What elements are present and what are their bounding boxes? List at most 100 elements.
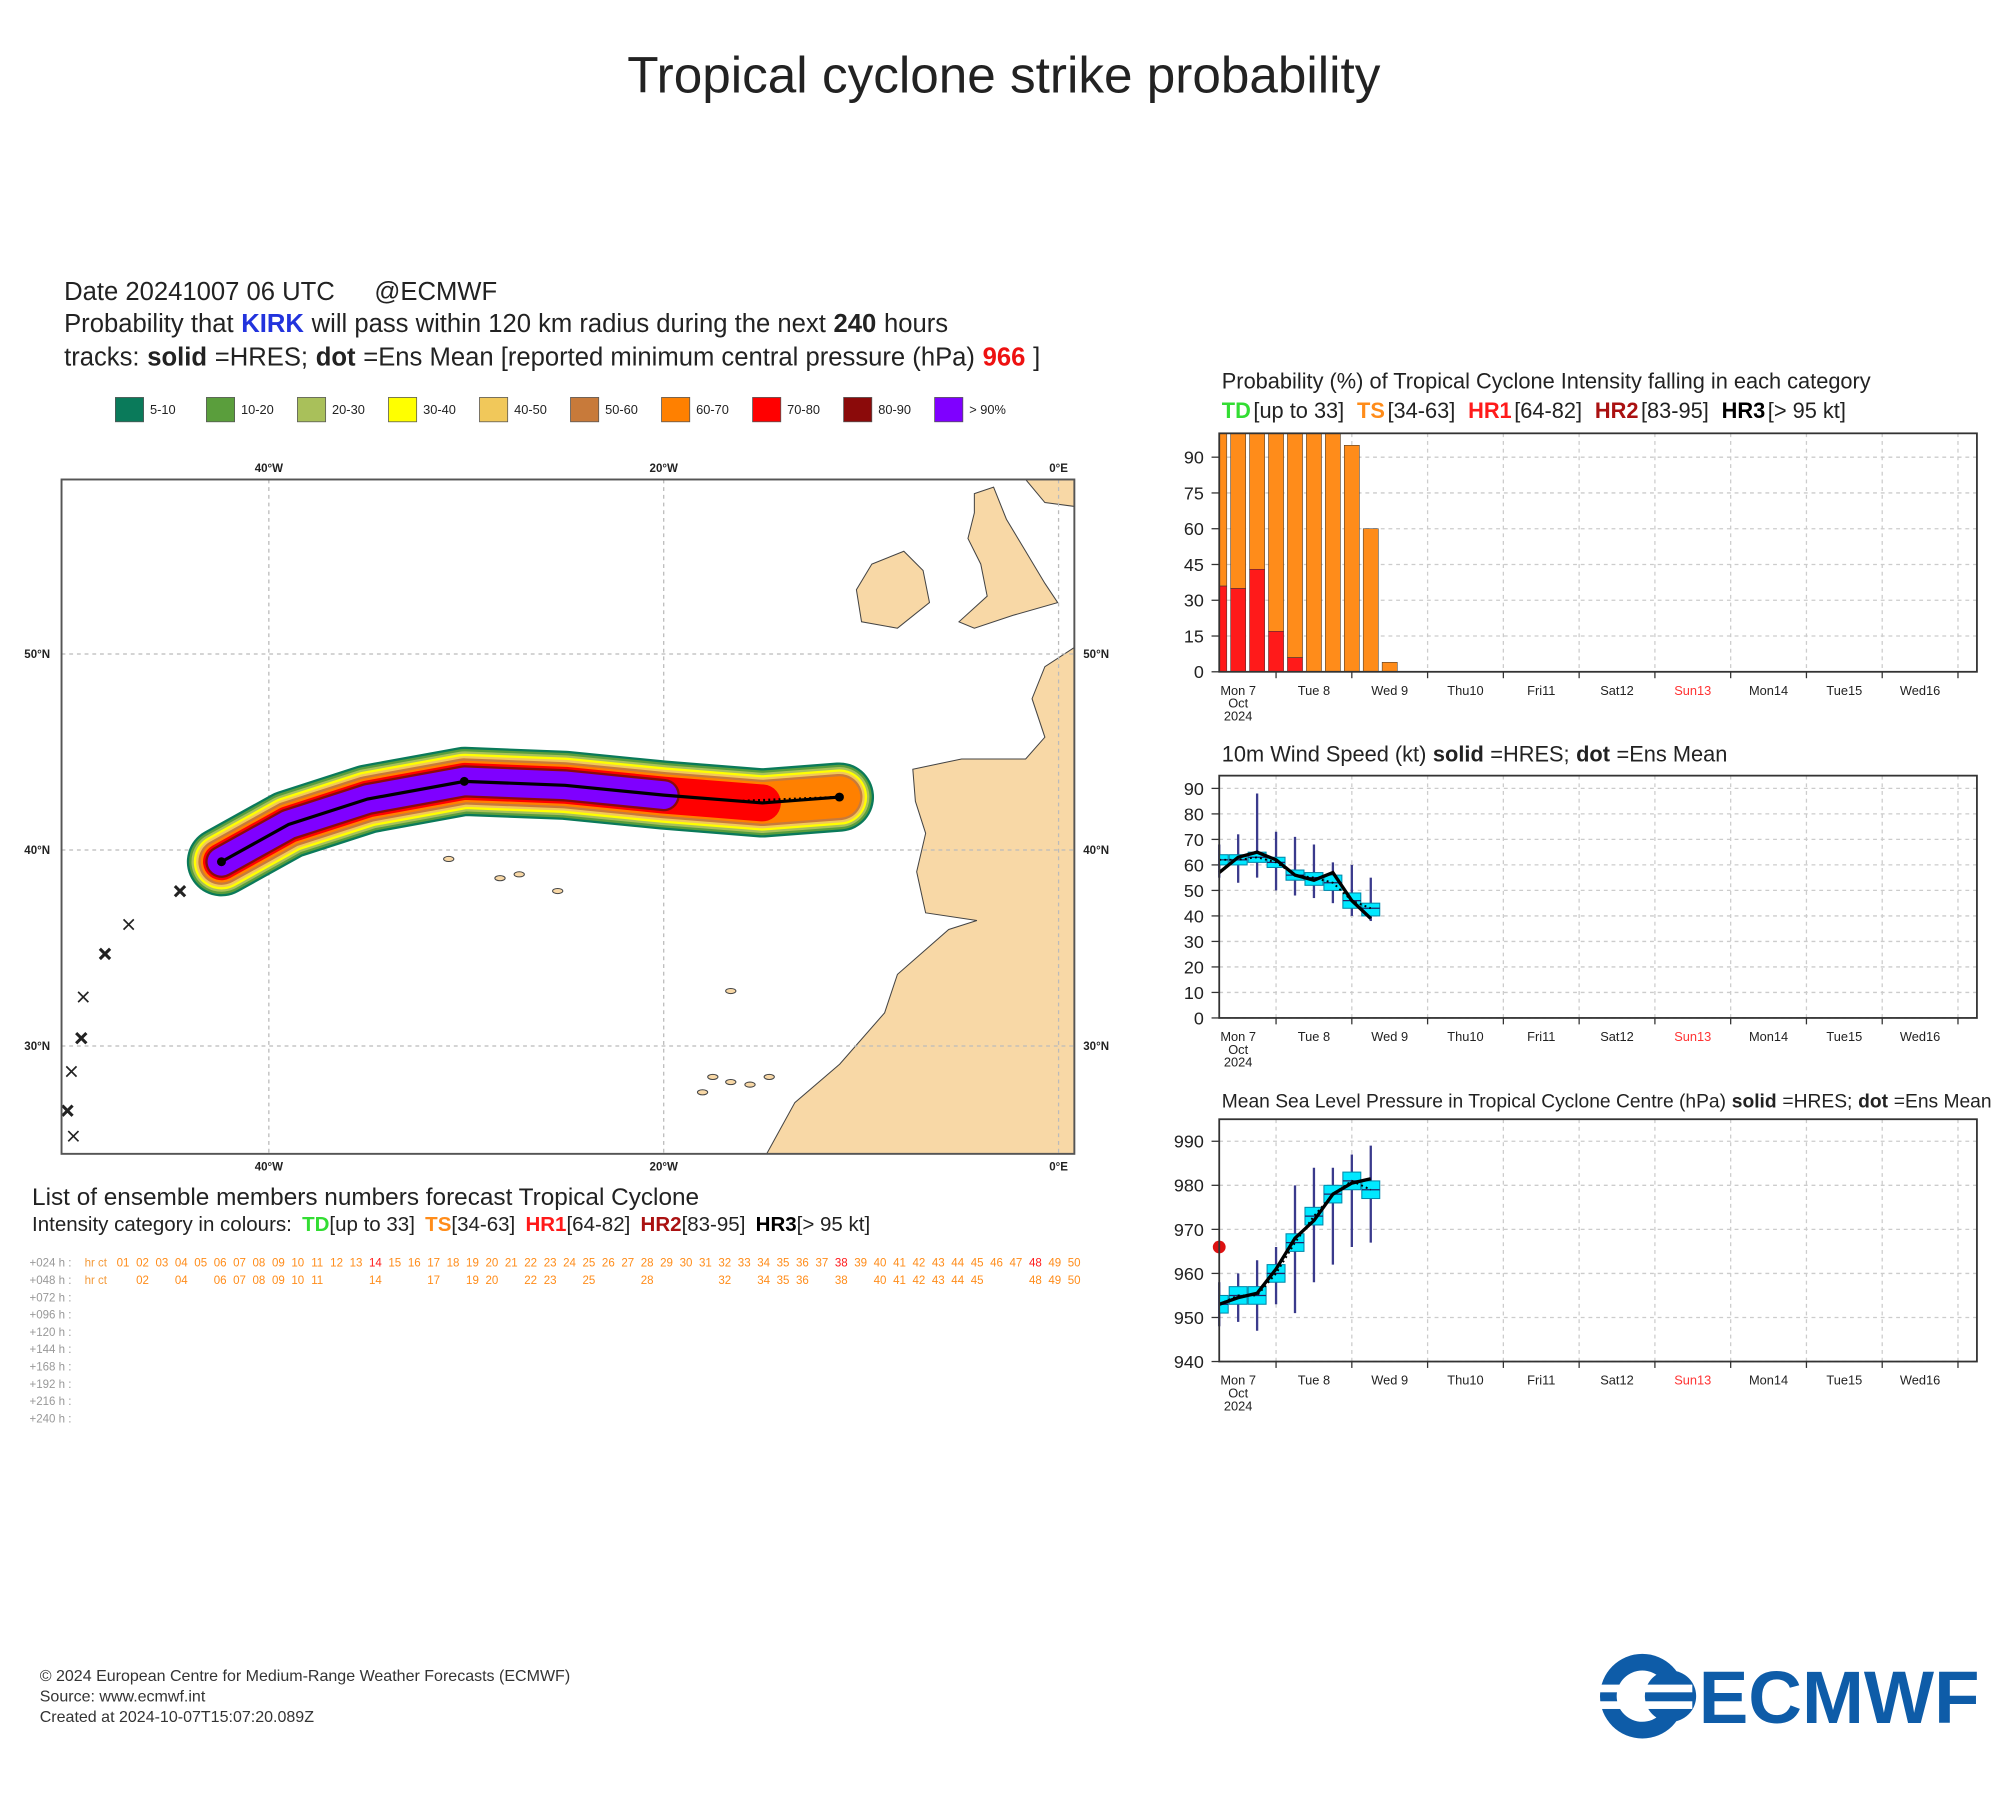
legend-swatch <box>115 397 144 423</box>
lead-time: +192 h : <box>29 1379 71 1391</box>
land <box>855 550 931 629</box>
map-lon-label: 20°W <box>650 463 678 475</box>
member-id: 38 <box>835 1275 848 1287</box>
y-tick-label: 0 <box>1194 1008 1204 1028</box>
x-tick-label: Fri11 <box>1527 1373 1555 1388</box>
island <box>763 1073 775 1080</box>
text-piece: =HRES; <box>1782 1092 1852 1113</box>
member-id: 48 <box>1029 1275 1042 1287</box>
legend-label: 80-90 <box>878 402 911 417</box>
x-tick-label: Tue 8 <box>1298 683 1330 698</box>
member-id: 49 <box>1048 1275 1061 1287</box>
text-piece: hours <box>884 310 948 338</box>
member-id: 28 <box>641 1275 654 1287</box>
member-id: 41 <box>893 1275 906 1287</box>
cross-marker <box>77 991 89 1003</box>
text-piece: Probability that <box>64 310 234 338</box>
x-tick-line: Mon14 <box>1749 1029 1788 1044</box>
legend-swatch <box>570 397 600 423</box>
member-id: 44 <box>951 1275 964 1287</box>
bar-segment <box>1343 444 1360 673</box>
track-point <box>216 857 226 867</box>
member-id: 08 <box>253 1258 266 1270</box>
member-id: 10 <box>291 1275 304 1287</box>
bar-segment <box>1287 433 1303 658</box>
member-id: 23 <box>544 1275 557 1287</box>
x-tick-line: Fri11 <box>1527 683 1555 698</box>
footer-line: © 2024 European Centre for Medium-Range … <box>40 1667 570 1685</box>
legend-label: 20-30 <box>332 402 365 417</box>
lead-time: +048 h : <box>29 1275 71 1287</box>
legend-range: [83-95] <box>1641 398 1709 423</box>
bar-segment <box>1218 433 1228 587</box>
cross-marker <box>75 1031 88 1045</box>
text-piece: solid <box>1433 742 1484 767</box>
y-tick-label: 960 <box>1174 1264 1204 1284</box>
plot-frame <box>1218 432 1978 673</box>
x-tick-line: Sat12 <box>1600 1373 1633 1388</box>
row-tag: hr ct <box>85 1258 108 1270</box>
legend-name: HR3 <box>1722 398 1766 423</box>
member-id: 08 <box>253 1275 266 1287</box>
y-tick-label: 50 <box>1184 881 1204 901</box>
category-name: TS <box>425 1213 451 1236</box>
y-tick-label: 15 <box>1184 626 1204 646</box>
member-id: 11 <box>311 1275 323 1287</box>
x-tick-label: Sun13 <box>1674 1373 1711 1388</box>
plot-frame <box>1218 1118 1978 1363</box>
legend-swatch <box>388 397 418 423</box>
y-tick-label: 940 <box>1174 1352 1204 1372</box>
y-tick-label: 90 <box>1184 779 1204 799</box>
map-lat-label: 30°N <box>1083 1041 1109 1053</box>
bar-segment <box>1325 433 1341 673</box>
y-tick-label: 90 <box>1184 448 1204 468</box>
lead-time: +168 h : <box>29 1362 71 1374</box>
hres-line <box>1218 850 1372 920</box>
map-lat-label: 40°N <box>24 845 50 857</box>
member-id: 07 <box>233 1258 246 1270</box>
x-tick-label: Wed 9 <box>1371 683 1408 698</box>
member-id: 06 <box>214 1275 227 1287</box>
x-tick-line: Wed16 <box>1900 1373 1940 1388</box>
bar-segment <box>1230 433 1247 589</box>
member-id: 41 <box>893 1258 906 1270</box>
bar-segment <box>1268 433 1284 632</box>
lead-time: +144 h : <box>29 1344 71 1356</box>
x-tick-line: Fri11 <box>1527 1373 1555 1388</box>
member-id: 26 <box>602 1258 615 1270</box>
island <box>707 1073 719 1080</box>
legend-swatch <box>843 397 873 423</box>
bar-segment <box>1249 568 1265 673</box>
island <box>744 1081 756 1088</box>
text-piece: solid <box>1732 1092 1777 1113</box>
x-tick-line: Wed 9 <box>1371 683 1408 698</box>
x-tick-label: Tue15 <box>1826 683 1862 698</box>
map-lat-label: 50°N <box>1083 649 1109 661</box>
legend-swatch <box>661 397 691 423</box>
text-piece: dot <box>316 343 356 371</box>
member-id: 02 <box>136 1258 149 1270</box>
y-tick-label: 80 <box>1184 804 1204 824</box>
x-tick-line: Mon 7 <box>1220 1373 1256 1388</box>
legend-label: 50-60 <box>605 402 638 417</box>
category-name: HR2 <box>641 1213 682 1236</box>
member-id: 20 <box>485 1275 498 1287</box>
x-tick-line: Mon14 <box>1749 1373 1788 1388</box>
member-id: 42 <box>912 1275 925 1287</box>
map-lon-label: 0°E <box>1049 1162 1068 1174</box>
y-tick-label: 60 <box>1184 519 1204 539</box>
header-date: Date 20241007 06 UTC <box>64 278 335 306</box>
legend-range: [64-82] <box>1514 398 1582 423</box>
x-tick-label: Mon 7 Oct 2024 <box>1220 1029 1256 1070</box>
bar-segment <box>1287 657 1303 673</box>
x-tick-line: 2024 <box>1224 709 1253 724</box>
y-tick-label: 970 <box>1174 1220 1204 1240</box>
member-id: 39 <box>854 1258 867 1270</box>
row-tag: hr ct <box>85 1275 108 1287</box>
island <box>725 987 737 995</box>
member-id: 09 <box>272 1275 285 1287</box>
member-id: 50 <box>1068 1275 1081 1287</box>
member-id: 43 <box>932 1258 945 1270</box>
footer-line: Created at 2024-10-07T15:07:20.089Z <box>40 1708 314 1726</box>
